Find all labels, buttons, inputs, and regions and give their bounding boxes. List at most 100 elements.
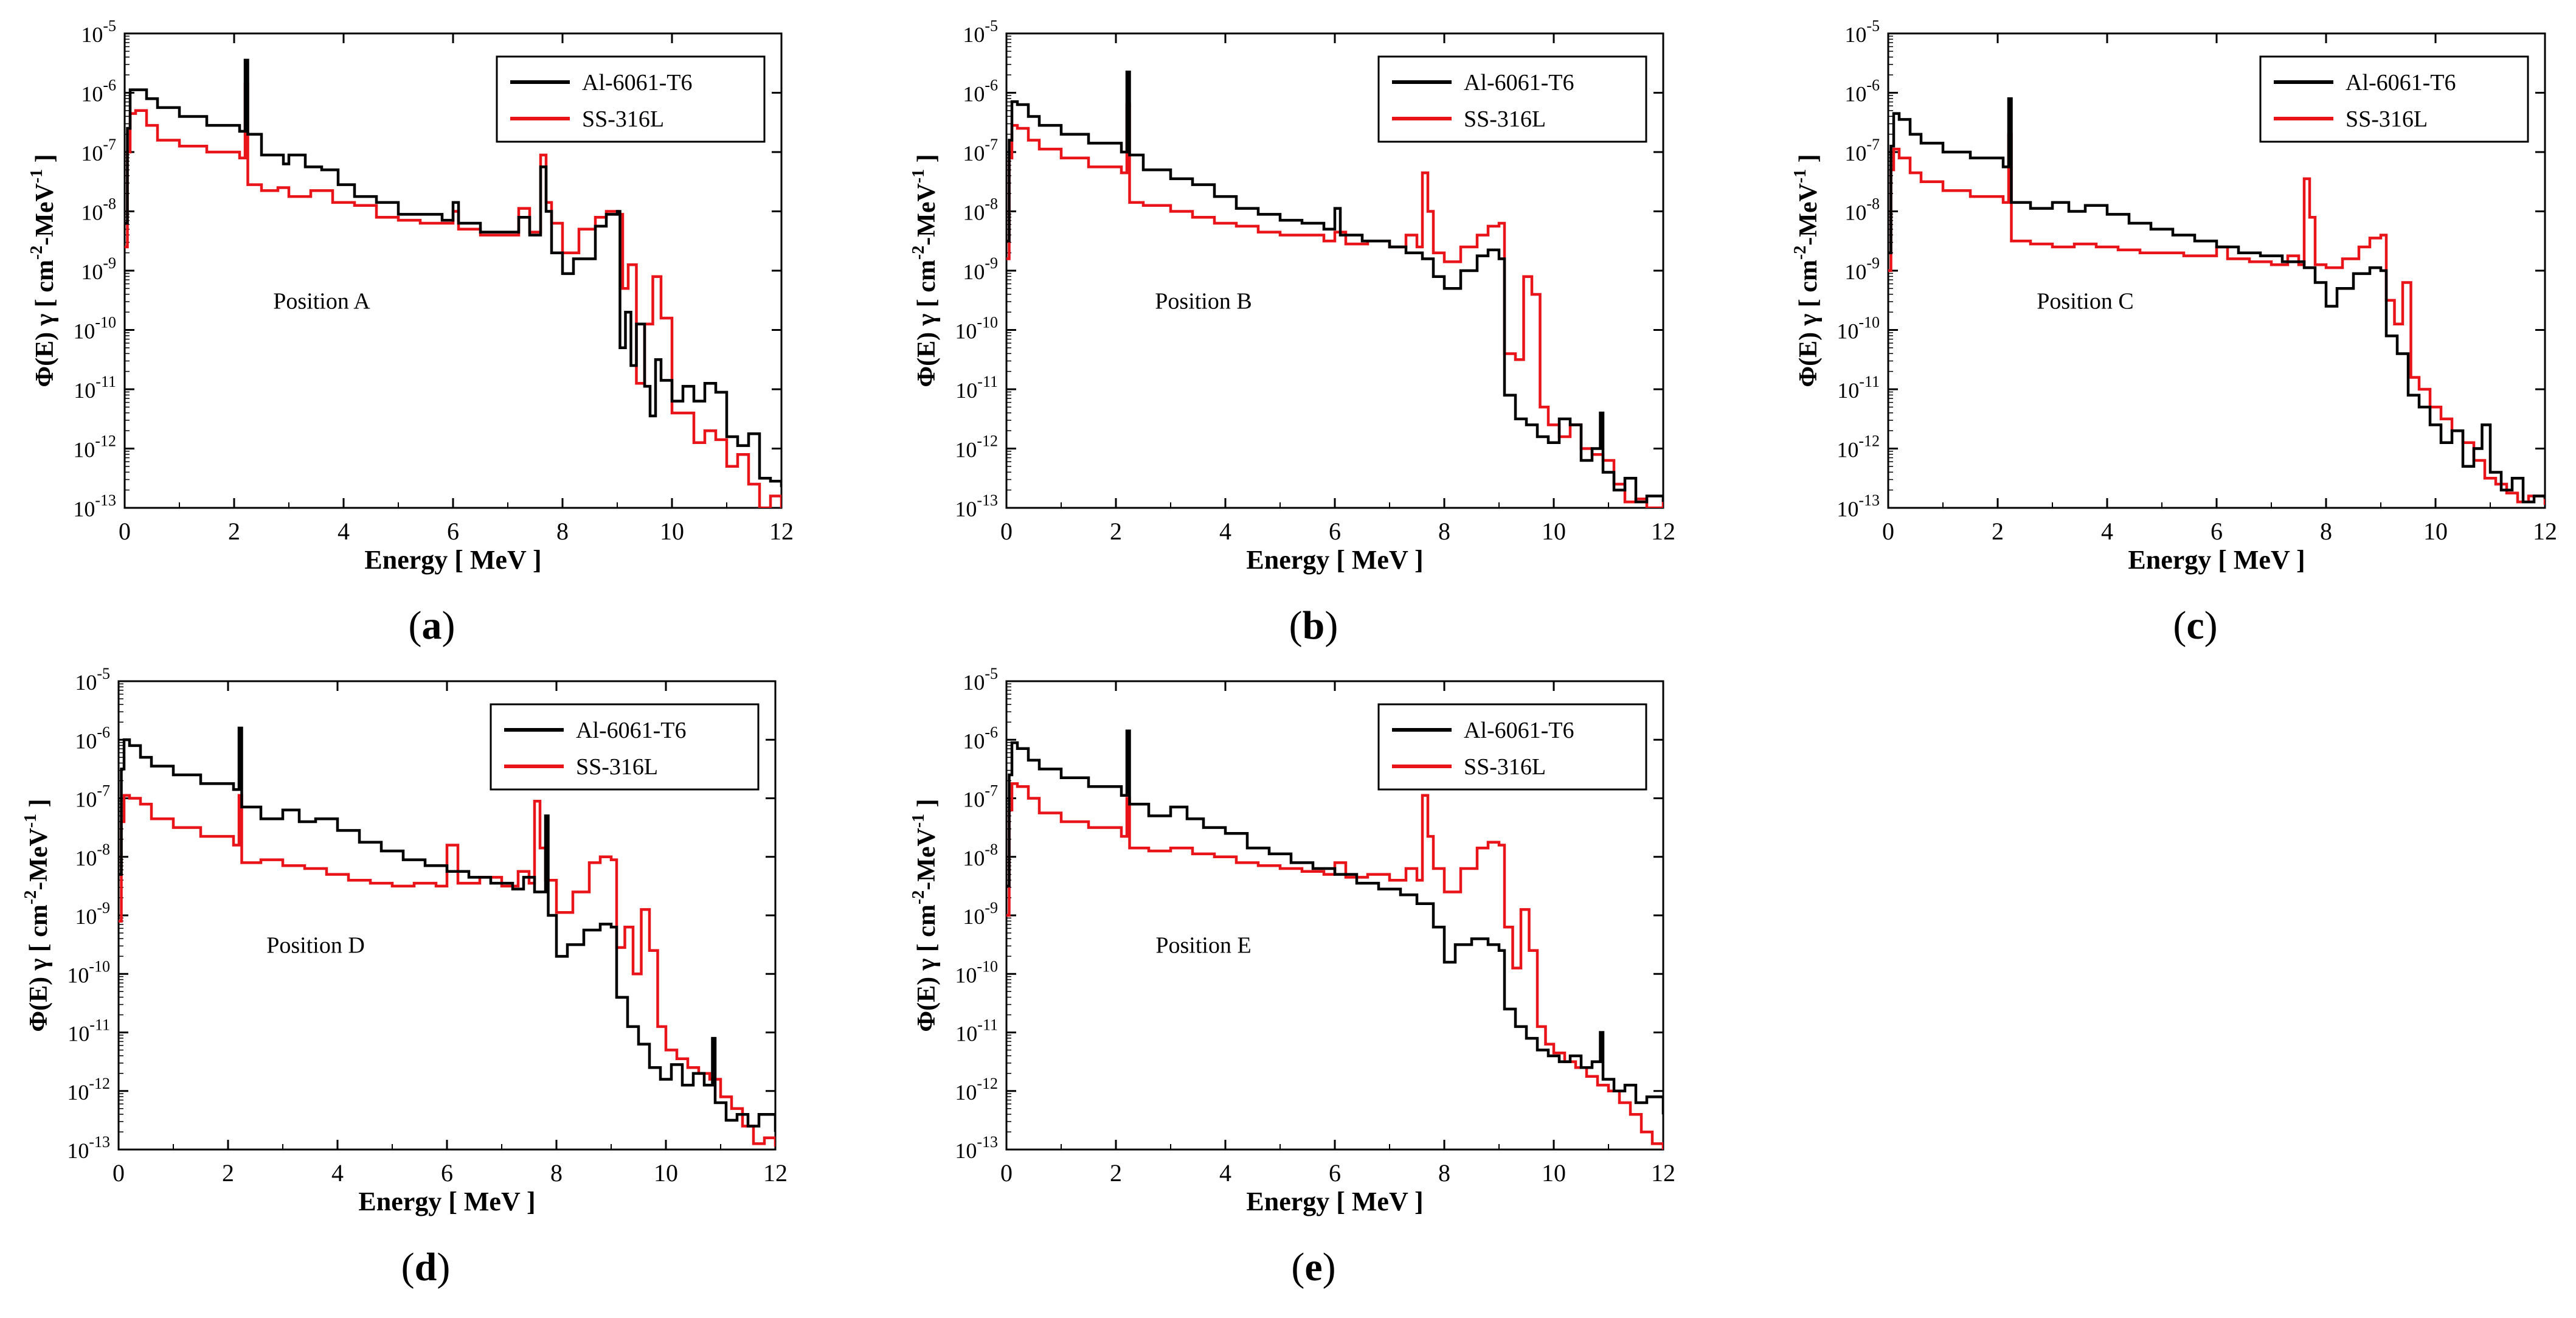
y-tick-label: 10-5 — [81, 17, 116, 47]
y-tick-base: 10 — [963, 670, 985, 695]
y-tick-base: 10 — [75, 904, 97, 929]
y-tick-label: 10-9 — [81, 254, 116, 284]
y-tick-exp: -13 — [977, 1133, 998, 1151]
y-tick-label: 10-7 — [963, 782, 998, 812]
y-tick-exp: -9 — [1866, 254, 1880, 272]
y-tick-label: 10-13 — [955, 1133, 998, 1163]
position-annotation: Position E — [1155, 933, 1251, 959]
x-tick-label: 12 — [763, 1159, 788, 1187]
y-tick-exp: -10 — [95, 314, 116, 331]
legend-box — [1377, 703, 1647, 791]
y-tick-base: 10 — [963, 846, 985, 870]
x-tick-label: 2 — [222, 1159, 234, 1187]
y-axis-label: Φ(E) γ [ cm-2-MeV-1 ] — [21, 799, 53, 1032]
y-tick-base: 10 — [81, 141, 103, 165]
x-tick-label: 10 — [660, 518, 684, 545]
legend-label: Al-6061-T6 — [2346, 70, 2456, 95]
y-tick-label: 10-12 — [1837, 432, 1880, 462]
y-tick-label: 10-11 — [1837, 373, 1880, 403]
y-tick-base: 10 — [1844, 23, 1866, 47]
x-tick-label: 10 — [654, 1159, 678, 1187]
x-axis-label: Energy [ MeV ] — [364, 545, 541, 575]
series-line-al-6061-t6 — [1006, 71, 1663, 504]
y-tick-base: 10 — [955, 963, 977, 987]
y-tick-base: 10 — [67, 963, 89, 987]
y-tick-base: 10 — [1837, 438, 1858, 462]
y-axis-label: Φ(E) γ [ cm-2-MeV-1 ] — [909, 154, 941, 387]
y-tick-exp: -9 — [97, 899, 110, 917]
y-tick-exp: -13 — [1858, 491, 1880, 509]
x-tick-label: 2 — [1110, 518, 1122, 545]
y-tick-exp: -10 — [89, 957, 110, 975]
y-tick-base: 10 — [1837, 378, 1859, 403]
y-tick-base: 10 — [963, 201, 985, 225]
y-tick-exp: -9 — [985, 254, 998, 272]
x-tick-label: 10 — [1542, 1159, 1566, 1187]
y-tick-label: 10-9 — [963, 254, 998, 284]
y-tick-exp: -12 — [977, 1075, 998, 1092]
y-tick-exp: -5 — [985, 17, 998, 35]
y-tick-base: 10 — [75, 729, 97, 753]
y-tick-base: 10 — [75, 670, 97, 695]
x-tick-label: 4 — [2101, 518, 2113, 545]
series-line-ss-316l — [1006, 782, 1663, 1150]
y-tick-base: 10 — [73, 319, 95, 344]
y-tick-label: 10-13 — [955, 491, 998, 521]
y-tick-label: 10-6 — [81, 77, 116, 106]
legend-label: Al-6061-T6 — [576, 718, 687, 743]
y-tick-exp: -12 — [95, 432, 116, 450]
series-group — [1006, 71, 1663, 508]
series-line-ss-316l — [1006, 103, 1663, 508]
y-tick-label: 10-13 — [67, 1133, 110, 1163]
x-tick-label: 8 — [1438, 518, 1450, 545]
series-line-ss-316l — [125, 82, 781, 508]
y-tick-exp: -10 — [977, 957, 998, 975]
x-axis-label: Energy [ MeV ] — [2128, 545, 2305, 575]
legend: Al-6061-T6 SS-316L — [490, 703, 760, 791]
chart-panel-e: 0 2 4 6 8 10 1210-1310-1210-1110-1010-910-810-… — [909, 665, 1675, 1289]
position-annotation: Position C — [2037, 288, 2133, 314]
y-tick-exp: -9 — [103, 254, 116, 272]
y-tick-label: 10-5 — [1844, 17, 1880, 47]
y-tick-base: 10 — [963, 904, 985, 929]
y-tick-label: 10-9 — [963, 899, 998, 929]
y-tick-label: 10-8 — [963, 195, 998, 225]
y-tick-label: 10-8 — [963, 841, 998, 870]
y-tick-label: 10-8 — [81, 195, 116, 225]
subplot-label: (c) — [2173, 603, 2217, 648]
y-tick-label: 10-7 — [81, 136, 116, 165]
series-line-ss-316l — [119, 794, 775, 1147]
legend-label: Al-6061-T6 — [1464, 718, 1574, 743]
x-axis-label: Energy [ MeV ] — [1246, 545, 1423, 575]
series-line-al-6061-t6 — [1888, 97, 2545, 504]
subplot-label: (d) — [401, 1245, 451, 1289]
y-tick-exp: -6 — [97, 723, 110, 741]
chart-panel-c: 0 2 4 6 8 10 1210-1310-1210-1110-1010-910-810-… — [1791, 17, 2557, 648]
y-tick-base: 10 — [81, 260, 103, 284]
y-tick-label: 10-11 — [68, 1016, 110, 1046]
y-tick-exp: -6 — [985, 77, 998, 94]
legend-label: Al-6061-T6 — [582, 70, 693, 95]
x-tick-label: 6 — [1329, 1159, 1341, 1187]
y-tick-label: 10-6 — [1844, 77, 1880, 106]
y-tick-base: 10 — [955, 1080, 977, 1105]
x-tick-label: 6 — [447, 518, 459, 545]
legend-label: SS-316L — [1464, 106, 1546, 132]
series-group — [1006, 729, 1663, 1150]
y-tick-label: 10-11 — [955, 373, 998, 403]
y-axis-label: Φ(E) γ [ cm-2-MeV-1 ] — [1791, 154, 1823, 387]
y-tick-exp: -5 — [97, 665, 110, 682]
y-axis-label: Φ(E) γ [ cm-2-MeV-1 ] — [909, 799, 941, 1032]
chart-panel-b: 0 2 4 6 8 10 1210-1310-1210-1110-1010-910-810-… — [909, 17, 1675, 648]
y-tick-base: 10 — [1837, 497, 1858, 521]
y-tick-label: 10-6 — [75, 723, 110, 753]
y-tick-exp: -8 — [985, 195, 998, 213]
y-tick-exp: -6 — [1866, 77, 1880, 94]
y-tick-label: 10-11 — [955, 1016, 998, 1046]
y-tick-label: 10-10 — [73, 314, 116, 344]
x-tick-label: 0 — [1000, 1159, 1013, 1187]
x-tick-label: 8 — [2320, 518, 2332, 545]
legend-box — [1377, 55, 1647, 143]
series-line-ss-316l — [1888, 133, 2545, 505]
series-group — [125, 58, 781, 508]
